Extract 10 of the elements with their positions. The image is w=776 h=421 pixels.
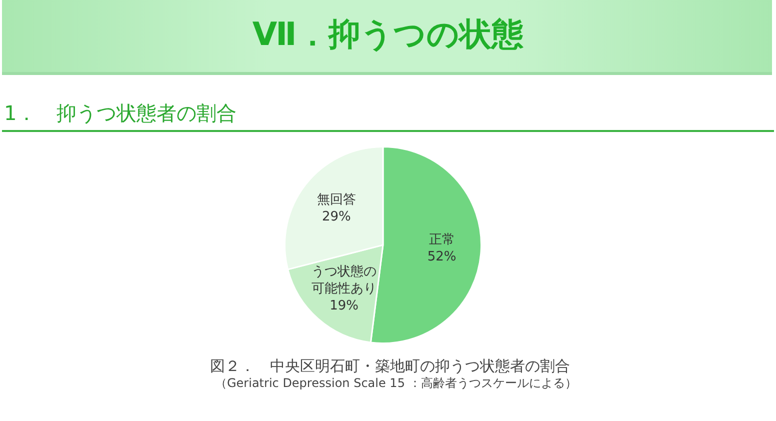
caption: 図２． 中央区明石町・築地町の抑うつ状態者の割合 xyxy=(210,357,570,376)
slice-label: 正常 xyxy=(428,232,455,248)
text: 1． 抑うつ状態者の割合 xyxy=(4,101,237,125)
slice-label: 無回答 xyxy=(316,192,356,208)
data-label: 19% xyxy=(330,298,358,314)
chart-title: Ⅶ．抑うつの状態 xyxy=(251,14,525,54)
data-label: 29% xyxy=(322,210,351,225)
data-label: 52% xyxy=(427,250,456,265)
text: （Geriatric Depression Scale 15 ：高齢者うつスケールによる） xyxy=(215,376,577,391)
slice-label: うつ状態の可能性あり xyxy=(312,264,377,297)
